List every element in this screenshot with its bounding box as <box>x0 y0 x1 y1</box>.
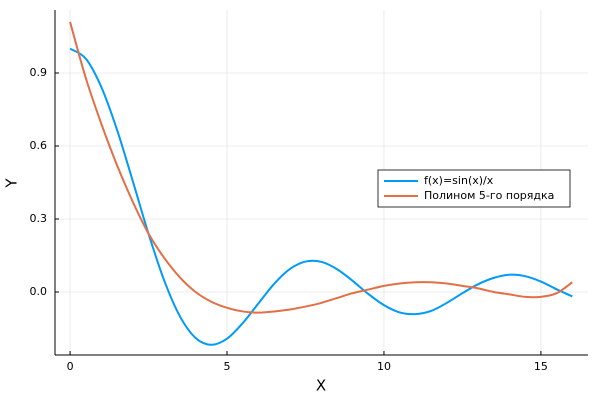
y-tick-label: 0.9 <box>30 66 48 79</box>
x-tick-label: 5 <box>224 360 231 373</box>
legend-label: f(x)=sin(x)/x <box>424 174 494 187</box>
y-tick-label: 0.6 <box>30 139 48 152</box>
x-tick-label: 10 <box>377 360 391 373</box>
legend-label: Полином 5-го порядка <box>424 189 554 202</box>
legend-box <box>377 169 571 208</box>
x-tick-label: 0 <box>67 360 74 373</box>
x-axis-title: X <box>316 377 326 395</box>
y-axis-title: Y <box>3 178 21 189</box>
y-tick-label: 0.3 <box>30 212 48 225</box>
line-series <box>69 47 573 346</box>
line-series <box>69 21 573 314</box>
x-tick-label: 15 <box>534 360 548 373</box>
y-tick-label: 0.0 <box>30 285 48 298</box>
